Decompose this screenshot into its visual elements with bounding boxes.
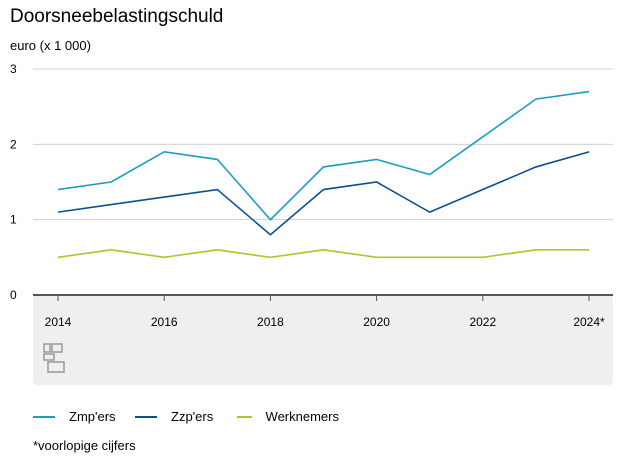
series-line-1 <box>57 151 590 236</box>
x-tick-label: 2016 <box>151 315 178 329</box>
series-line-2 <box>57 248 589 259</box>
legend-label: Zzp'ers <box>171 409 214 424</box>
series-line-0 <box>57 90 590 221</box>
y-tick-label: 3 <box>10 62 17 76</box>
legend-swatch <box>135 415 157 418</box>
x-tick-label: 2022 <box>469 315 496 329</box>
x-tick-label: 2018 <box>257 315 284 329</box>
chart-title: Doorsneebelastingschuld <box>10 6 224 27</box>
x-tick-label: 2020 <box>363 315 390 329</box>
cbs-logo <box>43 343 65 373</box>
y-tick-label: 2 <box>10 137 17 151</box>
legend: Zmp'ers Zzp'ers Werknemers <box>33 409 339 424</box>
footnote: *voorlopige cijfers <box>33 438 136 453</box>
legend-item: Werknemers <box>237 409 339 424</box>
legend-label: Werknemers <box>265 409 339 424</box>
legend-item: Zzp'ers <box>135 409 237 424</box>
legend-item: Zmp'ers <box>33 409 135 424</box>
legend-swatch <box>237 415 252 418</box>
x-axis-panel <box>33 295 613 385</box>
legend-label: Zmp'ers <box>69 409 116 424</box>
y-axis-label: euro (x 1 000) <box>10 38 91 53</box>
legend-swatch <box>33 415 55 418</box>
x-tick-label: 2014 <box>45 315 72 329</box>
x-tick-label: 2024* <box>573 315 605 329</box>
y-tick-label: 0 <box>10 288 17 302</box>
y-tick-label: 1 <box>10 213 17 227</box>
